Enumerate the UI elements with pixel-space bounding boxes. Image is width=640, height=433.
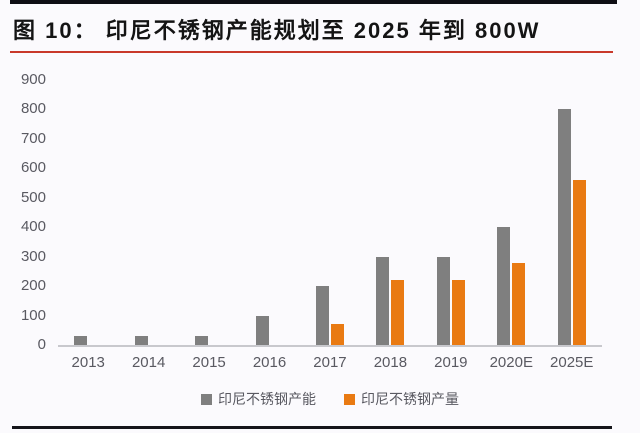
x-tick-label: 2020E <box>489 354 533 371</box>
legend-item: 印尼不锈钢产量 <box>344 389 459 409</box>
x-tick-label: 2025E <box>550 354 594 371</box>
title-underline-rule <box>10 51 613 53</box>
x-tick-label: 2019 <box>434 354 468 371</box>
page-title: 图 10： 印尼不锈钢产能规划至 2025 年到 800W <box>13 18 541 43</box>
y-tick-label: 0 <box>37 336 46 353</box>
bar <box>330 324 344 345</box>
top-divider-rule <box>10 0 617 4</box>
y-tick-label: 100 <box>20 306 46 324</box>
y-tick-label: 400 <box>20 218 46 236</box>
chart-legend: 印尼不锈钢产能 印尼不锈钢产量 <box>58 389 602 409</box>
bar <box>436 256 450 345</box>
x-tick-label: 2016 <box>252 354 287 371</box>
y-tick-label: 800 <box>20 100 46 118</box>
legend-label: 印尼不锈钢产量 <box>361 391 459 407</box>
x-tick-label: 2015 <box>192 354 226 371</box>
category-group-2017 <box>300 80 360 345</box>
y-tick-label: 600 <box>20 159 46 177</box>
legend-label: 印尼不锈钢产能 <box>218 391 316 407</box>
y-tick-label: 700 <box>20 129 46 147</box>
x-tick-label: 2014 <box>131 354 166 371</box>
bar <box>391 280 405 345</box>
category-group-2013 <box>58 80 118 345</box>
legend-swatch-icon <box>344 393 355 405</box>
category-group-2020E <box>481 80 541 345</box>
y-tick-label: 500 <box>20 188 46 206</box>
x-tick-label: 2017 <box>313 354 347 371</box>
y-tick-label: 200 <box>20 277 46 295</box>
bar <box>497 227 511 345</box>
bar <box>315 286 329 345</box>
bar <box>255 315 269 345</box>
x-axis: 2013 2014 2015 2016 2017 2018 2019 2020E 2025E <box>58 354 602 371</box>
bar <box>572 180 586 345</box>
bar <box>376 256 390 345</box>
bar <box>512 262 526 345</box>
category-group-2018 <box>360 80 420 345</box>
category-group-2014 <box>118 80 178 345</box>
category-group-2025E <box>542 80 602 345</box>
bar <box>74 336 88 345</box>
category-group-2019 <box>421 80 481 345</box>
category-group-2015 <box>179 80 239 345</box>
category-group-2016 <box>239 80 299 345</box>
x-tick-label: 2018 <box>373 354 408 371</box>
bar <box>134 336 148 345</box>
legend-item: 印尼不锈钢产能 <box>201 389 316 409</box>
bottom-divider-rule <box>12 426 612 429</box>
y-tick-label: 300 <box>20 247 46 265</box>
x-tick-label: 2013 <box>71 354 105 371</box>
bar <box>451 280 465 345</box>
bar <box>557 109 571 345</box>
bar <box>195 336 209 345</box>
legend-swatch-icon <box>201 393 212 405</box>
plot-area <box>58 80 602 347</box>
y-tick-label: 900 <box>20 71 46 88</box>
